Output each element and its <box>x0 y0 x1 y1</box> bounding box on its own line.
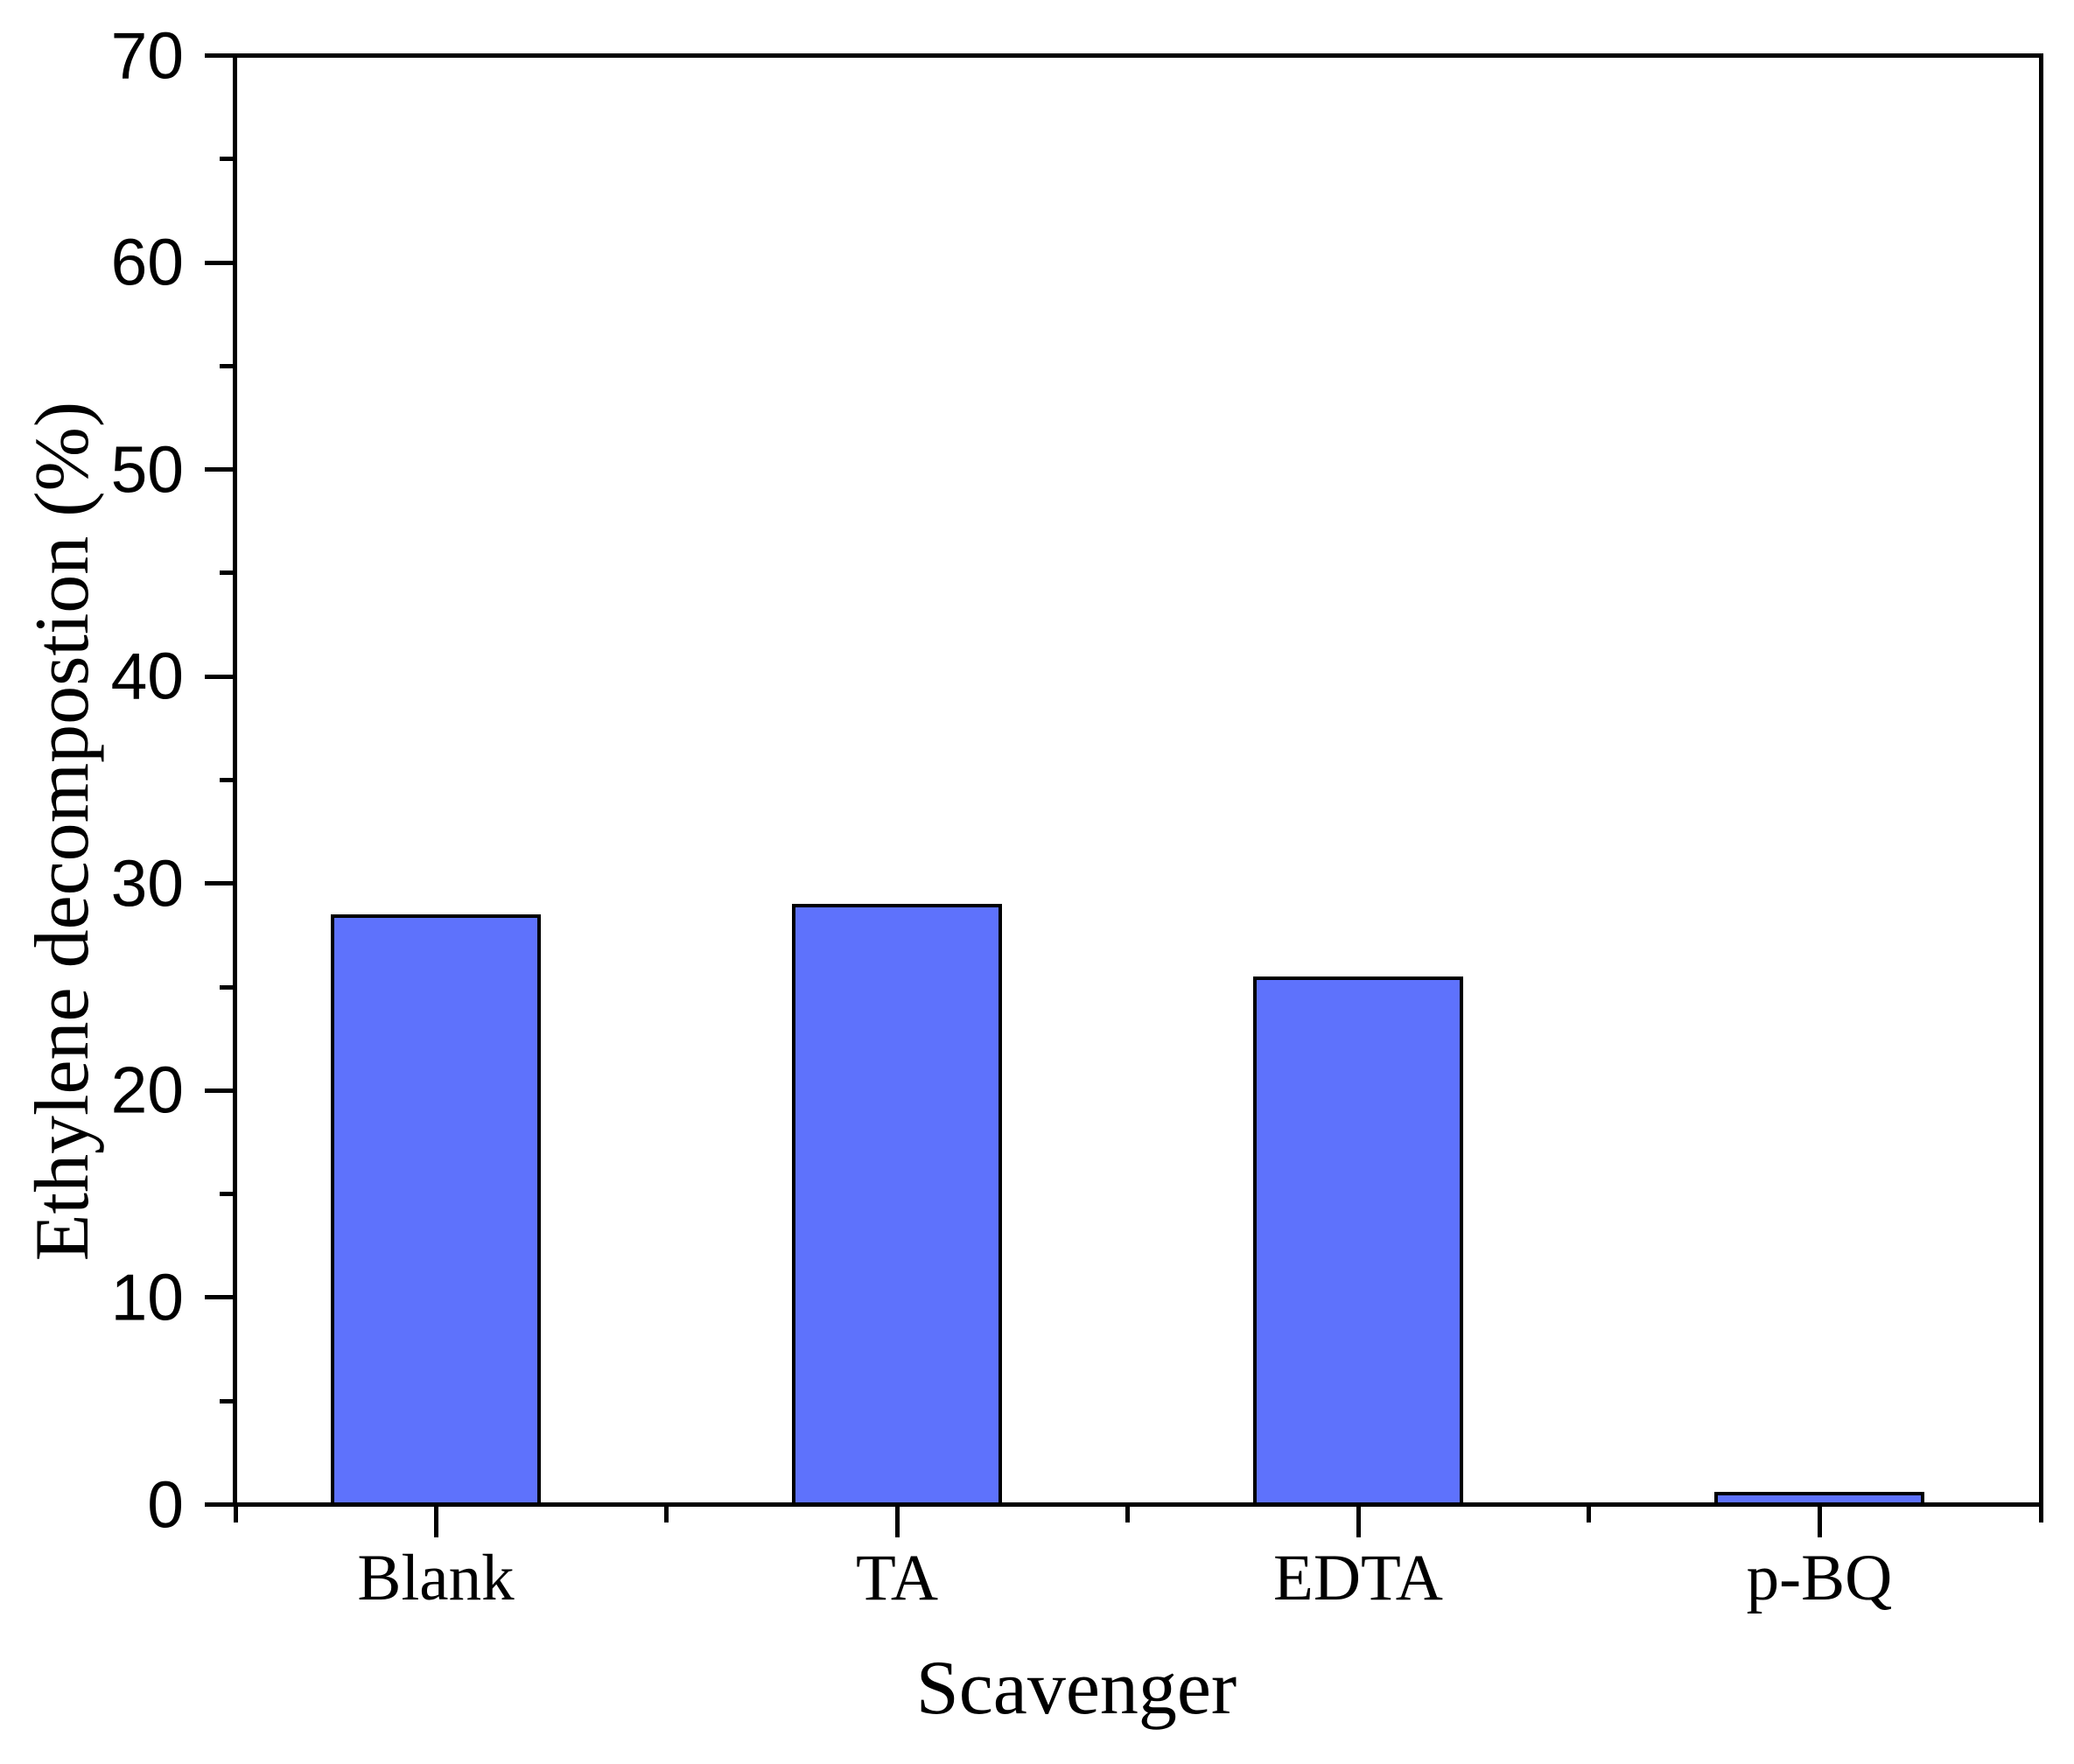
x-minor-tick <box>664 1507 669 1522</box>
y-minor-tick <box>220 1192 235 1197</box>
y-tick-label: 0 <box>147 1467 184 1541</box>
y-major-tick <box>205 1088 235 1093</box>
y-major-tick <box>205 1295 235 1300</box>
y-tick-label: 70 <box>110 18 184 92</box>
x-axis-title: Scavenger <box>915 1646 1237 1731</box>
y-major-tick <box>205 1502 235 1507</box>
x-minor-tick <box>1587 1507 1591 1522</box>
y-major-tick <box>205 881 235 886</box>
y-minor-tick <box>220 363 235 368</box>
y-tick-label: 10 <box>110 1260 184 1334</box>
y-minor-tick <box>220 157 235 162</box>
y-major-tick <box>205 467 235 472</box>
x-major-tick <box>1817 1507 1822 1537</box>
bar-p-bq <box>1714 1492 1924 1502</box>
bar-edta <box>1253 976 1463 1502</box>
x-major-tick <box>1356 1507 1361 1537</box>
x-minor-tick <box>233 1507 238 1522</box>
y-minor-tick <box>220 778 235 782</box>
bar-blank <box>331 914 541 1502</box>
x-tick-label: TA <box>856 1542 938 1614</box>
y-minor-tick <box>220 984 235 990</box>
x-tick-label: Blank <box>357 1542 515 1614</box>
y-major-tick <box>205 53 235 58</box>
x-major-tick <box>433 1507 438 1537</box>
bar-ta <box>792 904 1002 1502</box>
y-major-tick <box>205 260 235 265</box>
x-tick-label: EDTA <box>1273 1542 1443 1614</box>
x-minor-tick <box>2039 1507 2043 1522</box>
y-tick-label: 50 <box>110 432 184 507</box>
y-tick-label: 30 <box>110 846 184 920</box>
x-tick-label: p-BQ <box>1746 1542 1893 1614</box>
y-minor-tick <box>220 1398 235 1404</box>
y-tick-label: 20 <box>110 1053 184 1127</box>
y-major-tick <box>205 674 235 679</box>
y-tick-label: 40 <box>110 639 184 713</box>
y-axis-title: Ethylene decompostion (%) <box>20 401 105 1262</box>
x-minor-tick <box>1125 1507 1130 1522</box>
x-major-tick <box>894 1507 900 1537</box>
y-tick-label: 60 <box>110 225 184 299</box>
y-minor-tick <box>220 570 235 576</box>
